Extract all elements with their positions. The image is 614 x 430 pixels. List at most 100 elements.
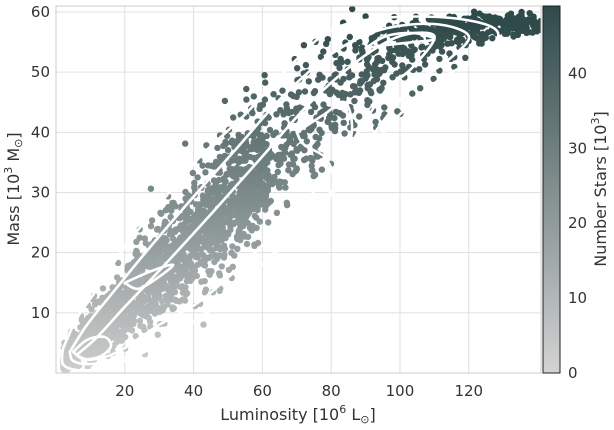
scatter-point bbox=[133, 247, 140, 255]
scatter-point bbox=[235, 131, 242, 139]
scatter-point bbox=[114, 259, 122, 267]
scatter-point bbox=[382, 64, 389, 71]
scatter-point bbox=[436, 55, 443, 63]
scatter-point bbox=[199, 192, 207, 199]
scatter-point bbox=[288, 108, 295, 116]
scatter-point bbox=[159, 303, 166, 311]
scatter-point bbox=[202, 286, 210, 293]
scatter-point bbox=[129, 271, 137, 278]
contour-line-outer bbox=[60, 15, 500, 372]
scatter-point bbox=[167, 227, 174, 234]
colorbar-tick-label: 40 bbox=[568, 64, 587, 82]
scatter-point bbox=[212, 158, 220, 166]
scatter-point bbox=[448, 40, 455, 47]
scatter-point bbox=[333, 59, 340, 67]
scatter-point bbox=[303, 138, 310, 145]
y-tick-label: 30 bbox=[31, 184, 50, 202]
scatter-point bbox=[147, 185, 155, 192]
scatter-point bbox=[147, 222, 155, 230]
contour-line-mid bbox=[68, 22, 471, 366]
scatter-point bbox=[234, 245, 241, 252]
scatter-point bbox=[470, 13, 478, 20]
scatter-point bbox=[462, 54, 469, 61]
scatter-point bbox=[399, 62, 406, 69]
scatter-point bbox=[274, 168, 281, 176]
scatter-point bbox=[221, 251, 228, 258]
scatter-point bbox=[170, 235, 177, 242]
contour-line-inner bbox=[75, 31, 436, 362]
scatter-point bbox=[283, 199, 290, 206]
scatter-point bbox=[316, 71, 323, 79]
scatter-point bbox=[537, 17, 541, 25]
scatter-point bbox=[283, 101, 290, 108]
contour-line-core-d bbox=[364, 31, 436, 50]
x-tick-label: 60 bbox=[253, 382, 272, 400]
scatter-point bbox=[263, 132, 270, 140]
scatter-point bbox=[356, 38, 363, 46]
scatter-point bbox=[221, 97, 229, 105]
scatter-point bbox=[307, 108, 315, 116]
colorbar-tick-label: 20 bbox=[568, 214, 587, 232]
scatter-point bbox=[99, 285, 107, 292]
scatter-point bbox=[314, 140, 321, 148]
scatter-point bbox=[194, 174, 201, 181]
scatter-point bbox=[270, 91, 277, 98]
scatter-point bbox=[162, 218, 169, 225]
scatter-point bbox=[262, 79, 269, 86]
scatter-point bbox=[230, 194, 237, 201]
scatter-point bbox=[164, 301, 171, 308]
scatter-point bbox=[189, 169, 197, 177]
scatter-point bbox=[169, 304, 176, 311]
plot-frame bbox=[55, 5, 542, 374]
scatter-point bbox=[276, 178, 283, 185]
x-tick-label: 20 bbox=[115, 382, 134, 400]
scatter-point bbox=[281, 120, 288, 127]
scatter-point bbox=[94, 298, 101, 305]
scatter-point bbox=[346, 33, 353, 41]
contour-line-core-c bbox=[295, 100, 354, 177]
scatter-point bbox=[136, 234, 143, 241]
scatter-point bbox=[243, 96, 250, 103]
scatter-point bbox=[266, 126, 274, 134]
scatter-point bbox=[229, 243, 236, 250]
scatter-point bbox=[294, 65, 301, 72]
scatter-point bbox=[332, 108, 340, 116]
scatter-point bbox=[240, 230, 247, 238]
scatter-point bbox=[251, 212, 258, 220]
x-tick-label: 80 bbox=[322, 382, 341, 400]
scatter-points bbox=[59, 6, 541, 373]
scatter-point bbox=[154, 225, 161, 233]
scatter-point bbox=[380, 79, 387, 87]
scatter-point bbox=[216, 270, 223, 277]
scatter-point bbox=[430, 75, 437, 83]
colorbar-tick-label: 30 bbox=[568, 139, 587, 157]
contour-line-core-b bbox=[123, 263, 175, 291]
scatter-point bbox=[518, 8, 525, 16]
scatter-point bbox=[226, 165, 233, 172]
scatter-point bbox=[232, 219, 240, 226]
scatter-point bbox=[214, 144, 221, 152]
colorbar-tick-label: 10 bbox=[568, 289, 587, 307]
y-tick-label: 60 bbox=[31, 3, 50, 21]
scatter-point bbox=[339, 89, 346, 97]
scatter-point bbox=[199, 162, 206, 169]
scatter-point bbox=[289, 161, 297, 168]
scatter-point bbox=[221, 152, 228, 160]
scatter-point bbox=[243, 240, 251, 248]
scatter-point bbox=[279, 87, 286, 94]
scatter-point bbox=[336, 64, 343, 72]
scatter-point bbox=[259, 101, 267, 108]
scatter-point bbox=[250, 93, 257, 100]
y-tick-label: 50 bbox=[31, 63, 50, 81]
scatter-point bbox=[210, 177, 218, 184]
colorbar-ticks: 0 10 20 30 40 bbox=[568, 64, 587, 382]
scatter-point bbox=[264, 167, 271, 174]
scatter-point bbox=[394, 108, 401, 115]
y-tick-label: 10 bbox=[31, 304, 50, 322]
scatter-point bbox=[324, 36, 331, 43]
scatter-point bbox=[222, 138, 229, 146]
scatter-point bbox=[468, 29, 476, 36]
scatter-point bbox=[362, 13, 369, 20]
scatter-point bbox=[438, 48, 446, 55]
scatter-point bbox=[249, 222, 256, 229]
